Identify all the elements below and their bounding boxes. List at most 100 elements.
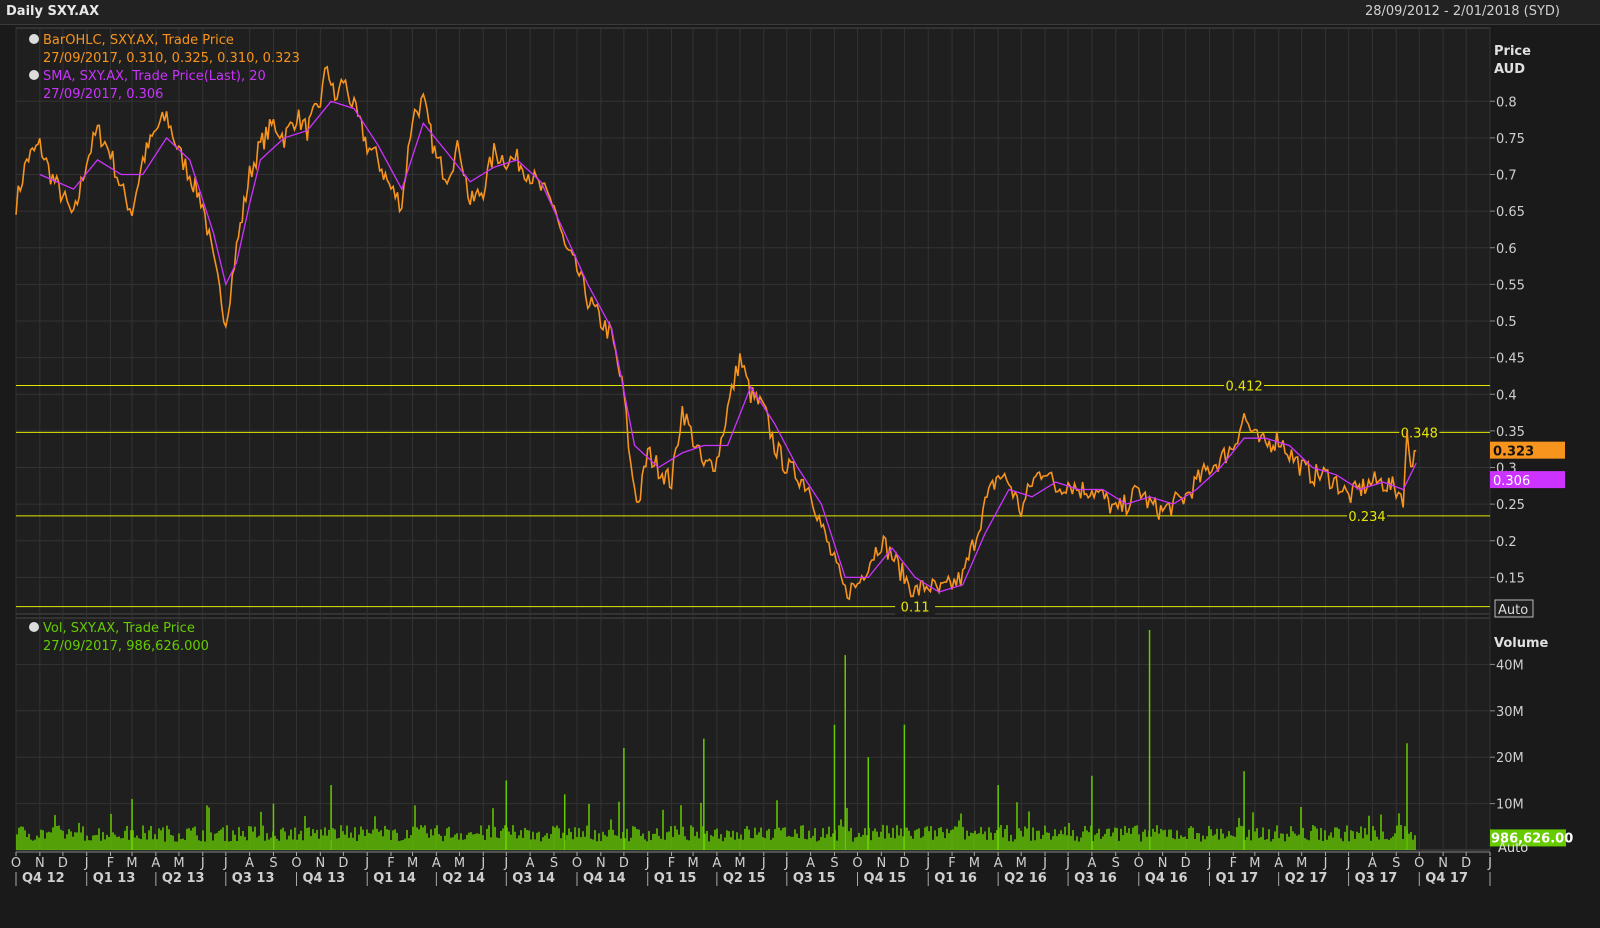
price-legend: BarOHLC, SXY.AX, Trade Price 27/09/2017, … xyxy=(29,33,300,102)
quarter-label: Q2 17 xyxy=(1285,871,1328,886)
quarter-label: Q3 14 xyxy=(512,871,555,886)
month-label: D xyxy=(58,856,68,871)
month-label: O xyxy=(852,856,862,871)
month-label: A xyxy=(1274,856,1283,871)
month-label: J xyxy=(761,856,766,871)
price-series-line xyxy=(15,65,1417,601)
quarter-label: Q1 16 xyxy=(934,871,977,886)
volume-tick-label: 10M xyxy=(1496,798,1524,813)
month-label: M xyxy=(454,856,465,871)
month-label: A xyxy=(432,856,441,871)
month-label: F xyxy=(107,856,114,871)
price-tick-label: 0.2 xyxy=(1496,535,1517,550)
last-price-label: 0.323 xyxy=(1493,445,1534,460)
last-sma-box xyxy=(1490,471,1565,489)
last-volume-box xyxy=(1490,829,1566,847)
month-label: M xyxy=(407,856,418,871)
month-label: D xyxy=(619,856,629,871)
month-label: D xyxy=(338,856,348,871)
legend-toggle-icon xyxy=(29,70,39,80)
legend-toggle-icon xyxy=(29,34,39,44)
price-tick-label: 0.6 xyxy=(1496,242,1517,257)
last-sma-label: 0.306 xyxy=(1493,474,1530,489)
legend-series-values: 27/09/2017, 986,626.000 xyxy=(43,639,209,654)
month-label: A xyxy=(712,856,721,871)
month-label: J xyxy=(1487,856,1492,871)
month-label: O xyxy=(1414,856,1424,871)
month-label: N xyxy=(35,856,45,871)
quarter-label: Q2 16 xyxy=(1004,871,1047,886)
month-label: A xyxy=(1368,856,1377,871)
price-auto-box xyxy=(1494,599,1534,618)
quarter-label: Q2 13 xyxy=(162,871,205,886)
chart-title: Daily SXY.AX xyxy=(6,4,100,19)
quarter-label: Q2 14 xyxy=(442,871,485,886)
reference-label-bg xyxy=(895,598,936,615)
month-label: A xyxy=(526,856,535,871)
legend-toggle-icon xyxy=(29,622,39,632)
quarter-label: Q4 13 xyxy=(303,871,346,886)
quarter-label: Q1 17 xyxy=(1215,871,1258,886)
month-label: D xyxy=(1461,856,1471,871)
month-label: J xyxy=(925,856,930,871)
month-label: F xyxy=(387,856,394,871)
volume-bars xyxy=(16,630,1416,850)
quarter-label: Q4 15 xyxy=(864,871,907,886)
month-label: F xyxy=(1230,856,1237,871)
quarter-label: Q4 14 xyxy=(583,871,626,886)
month-label: N xyxy=(1158,856,1168,871)
month-label: M xyxy=(734,856,745,871)
volume-legend: Vol, SXY.AX, Trade Price 27/09/2017, 986,… xyxy=(29,621,209,654)
month-label: J xyxy=(1207,856,1212,871)
month-label: J xyxy=(223,856,228,871)
quarter-label: Q2 15 xyxy=(723,871,766,886)
price-auto-label: Auto xyxy=(1498,603,1528,618)
quarter-label: Q3 16 xyxy=(1074,871,1117,886)
quarter-label: Q4 17 xyxy=(1425,871,1468,886)
sma-series-line xyxy=(39,100,1417,593)
month-label: N xyxy=(1438,856,1448,871)
month-label: S xyxy=(830,856,838,871)
reference-line-label: 0.234 xyxy=(1348,510,1385,525)
price-y-axis: 0.80.750.70.650.60.550.50.450.40.350.30.… xyxy=(16,44,1531,586)
price-tick-label: 0.55 xyxy=(1496,278,1525,293)
volume-tick-label: 20M xyxy=(1496,751,1524,766)
volume-tick-label: 30M xyxy=(1496,705,1524,720)
month-label: F xyxy=(668,856,675,871)
month-label: M xyxy=(1249,856,1260,871)
month-label: J xyxy=(84,856,89,871)
month-label: J xyxy=(784,856,789,871)
reference-label-bg xyxy=(1224,377,1265,394)
month-label: A xyxy=(994,856,1003,871)
legend-series-name: SMA, SXY.AX, Trade Price(Last), 20 xyxy=(43,69,266,84)
month-label: A xyxy=(806,856,815,871)
legend-series-name: Vol, SXY.AX, Trade Price xyxy=(43,621,195,636)
month-label: S xyxy=(1392,856,1400,871)
date-range: 28/09/2012 - 2/01/2018 (SYD) xyxy=(1364,4,1560,19)
month-label: J xyxy=(503,856,508,871)
price-tick-label: 0.65 xyxy=(1496,205,1525,220)
month-label: N xyxy=(596,856,606,871)
month-label: M xyxy=(1296,856,1307,871)
reference-line-label: 0.11 xyxy=(901,601,930,616)
month-label: S xyxy=(269,856,277,871)
price-tick-label: 0.35 xyxy=(1496,425,1525,440)
price-tick-label: 0.75 xyxy=(1496,132,1525,147)
month-label: J xyxy=(200,856,205,871)
month-label: O xyxy=(11,856,21,871)
price-tick-label: 0.8 xyxy=(1496,95,1517,110)
reference-label-bg xyxy=(1347,507,1388,524)
month-label: D xyxy=(1181,856,1191,871)
legend-series-values: 27/09/2017, 0.306 xyxy=(43,87,163,102)
month-label: O xyxy=(1134,856,1144,871)
price-tick-label: 0.7 xyxy=(1496,169,1517,184)
month-label: J xyxy=(1042,856,1047,871)
month-label: M xyxy=(173,856,184,871)
quarter-label: Q4 12 xyxy=(22,871,65,886)
reference-label-bg xyxy=(1399,424,1440,441)
reference-line-label: 0.412 xyxy=(1225,379,1262,394)
month-label: A xyxy=(151,856,160,871)
month-label: S xyxy=(550,856,558,871)
